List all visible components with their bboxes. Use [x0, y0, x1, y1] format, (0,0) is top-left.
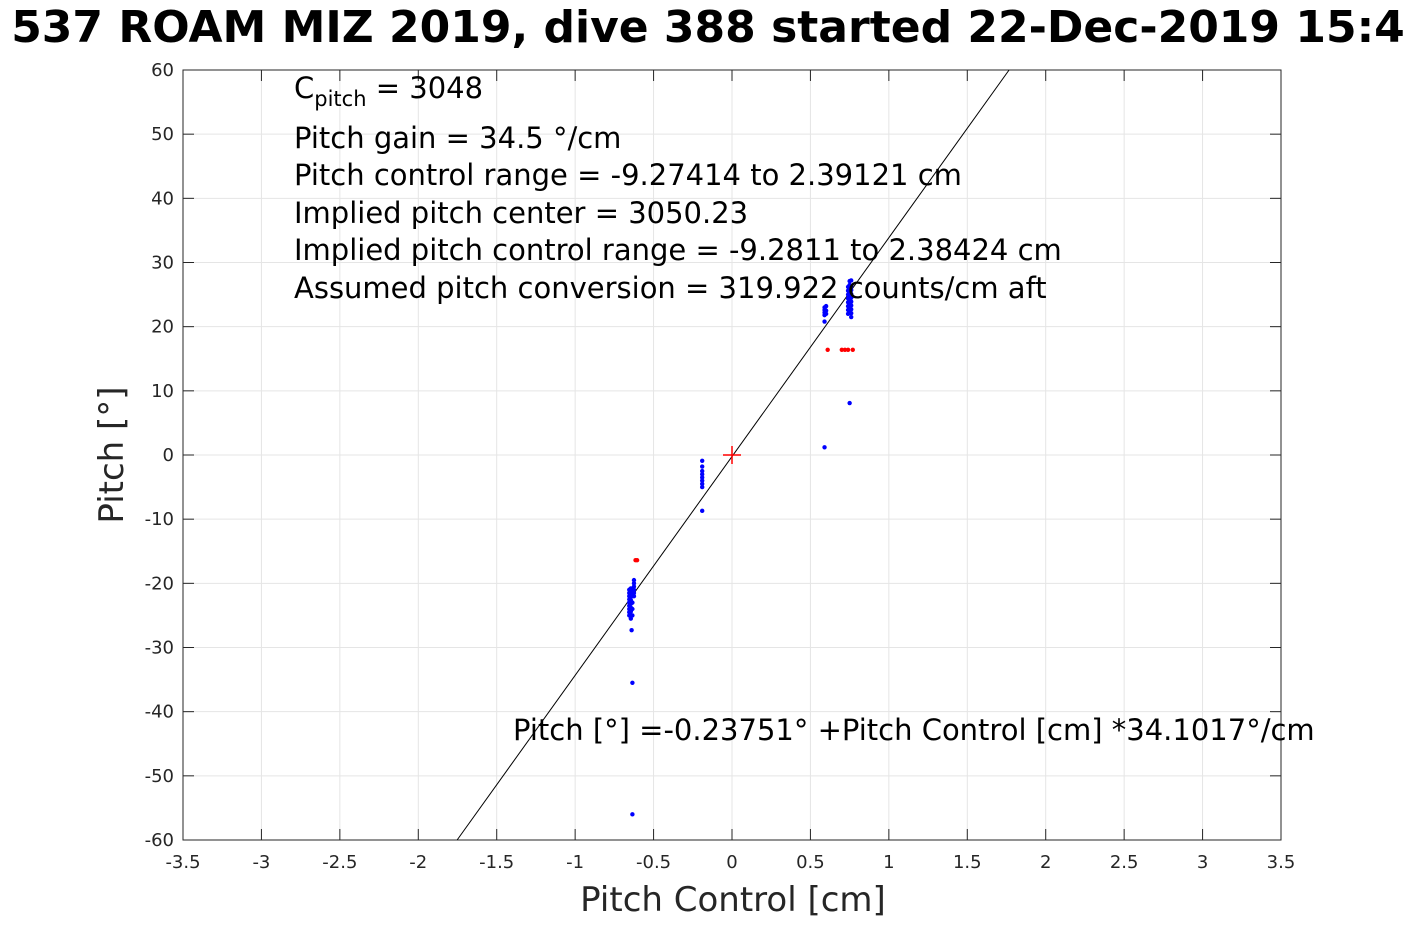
- data-point: [823, 303, 829, 309]
- x-tick-label: 2: [1040, 852, 1051, 873]
- data-point: [849, 284, 854, 289]
- data-point: [849, 278, 854, 283]
- data-point: [699, 458, 705, 463]
- data-point: [699, 478, 705, 483]
- data-point: [630, 680, 635, 685]
- data-point: [699, 508, 705, 514]
- data-point: [699, 468, 705, 474]
- data-point: [631, 581, 637, 586]
- data-point: [631, 587, 637, 592]
- y-tick-label: -20: [145, 573, 174, 594]
- data-point: [699, 472, 705, 477]
- y-tick-label: 40: [151, 188, 174, 209]
- y-axis-label: Pitch [°]: [92, 386, 132, 524]
- c-pitch-value: = 3048: [366, 71, 484, 105]
- flagged-point: [825, 347, 830, 352]
- flagged-point: [634, 558, 640, 563]
- tick-labels: -3.5 -3 -2.5 -2 -1.5 -1 -0.5 0 0.5 1 1.5 2 2.5 3 3.5 -6…: [145, 60, 1296, 873]
- implied-center-annotation: Implied pitch center = 3050.23: [294, 196, 749, 230]
- y-tick-label: 10: [151, 381, 174, 402]
- data-point: [823, 311, 829, 317]
- x-tick-label: -2.5: [322, 852, 357, 873]
- c-pitch-symbol: C: [294, 71, 315, 105]
- data-point: [630, 606, 635, 612]
- flagged-point: [842, 347, 848, 352]
- data-point: [699, 475, 705, 480]
- data-point: [849, 314, 854, 320]
- y-tick-label: 0: [163, 445, 174, 466]
- x-tick-label: 0: [726, 852, 737, 873]
- grid: [182, 69, 1282, 841]
- flagged-point: [845, 347, 851, 352]
- data-point: [631, 593, 637, 599]
- pitch-gain-annotation: Pitch gain = 34.5 °/cm: [294, 121, 622, 155]
- y-tick-label: 60: [151, 60, 174, 81]
- data-point: [849, 299, 854, 304]
- x-tick-label: 2.5: [1110, 852, 1139, 873]
- x-tick-label: 3: [1197, 852, 1208, 873]
- data-point: [699, 484, 705, 490]
- y-tick-label: -60: [145, 830, 174, 851]
- data-point: [849, 291, 854, 297]
- data-point: [631, 577, 637, 583]
- x-tick-label: 3.5: [1267, 852, 1296, 873]
- y-tick-label: -50: [145, 766, 174, 787]
- x-tick-label: 1.5: [953, 852, 982, 873]
- data-point: [631, 584, 637, 589]
- x-tick-label: -0.5: [636, 852, 671, 873]
- flagged-point: [839, 347, 844, 352]
- y-tick-label: -10: [145, 509, 174, 530]
- c-pitch-annotation: Cpitch = 3048: [294, 74, 483, 110]
- y-tick-label: 20: [151, 317, 174, 338]
- x-tick-label: -1: [566, 852, 584, 873]
- implied-range-annotation: Implied pitch control range = -9.2811 to…: [294, 233, 1062, 267]
- c-pitch-subscript: pitch: [314, 87, 367, 111]
- chart-title: 537 ROAM MIZ 2019, dive 388 started 22-D…: [11, 2, 1405, 53]
- data-point: [629, 627, 634, 633]
- y-tick-label: 30: [151, 253, 174, 274]
- x-axis-label: Pitch Control [cm]: [580, 880, 886, 920]
- data-point: [849, 307, 854, 312]
- axis-ticks: [182, 69, 1282, 841]
- flagged-point: [850, 347, 855, 352]
- x-tick-label: 1: [883, 852, 894, 873]
- data-point: [849, 303, 854, 308]
- data-point: [849, 295, 854, 300]
- data-point: [699, 464, 705, 469]
- data-point: [849, 287, 854, 293]
- conversion-annotation: Assumed pitch conversion = 319.922 count…: [294, 271, 1047, 305]
- y-tick-label: 50: [151, 124, 174, 145]
- control-range-annotation: Pitch control range = -9.27414 to 2.3912…: [294, 158, 962, 192]
- data-point: [849, 310, 854, 316]
- fit-equation-annotation: Pitch [°] =-0.23751° +Pitch Control [cm]…: [513, 713, 1315, 747]
- data-point: [631, 590, 637, 596]
- x-tick-label: -3.5: [165, 852, 200, 873]
- center-marker: [723, 446, 741, 464]
- data-point: [847, 400, 852, 406]
- data-point: [823, 308, 829, 313]
- data-point: [822, 445, 827, 450]
- data-point: [630, 812, 635, 817]
- x-tick-label: -1.5: [479, 852, 514, 873]
- data-point: [699, 481, 705, 487]
- y-tick-label: -40: [145, 702, 174, 723]
- x-tick-label: -3: [252, 852, 270, 873]
- data-point: [630, 613, 635, 618]
- data-points: [627, 278, 855, 817]
- data-point: [822, 319, 827, 324]
- y-tick-label: -30: [145, 638, 174, 659]
- x-tick-label: -2: [409, 852, 427, 873]
- data-point: [630, 600, 635, 605]
- x-tick-label: 0.5: [796, 852, 825, 873]
